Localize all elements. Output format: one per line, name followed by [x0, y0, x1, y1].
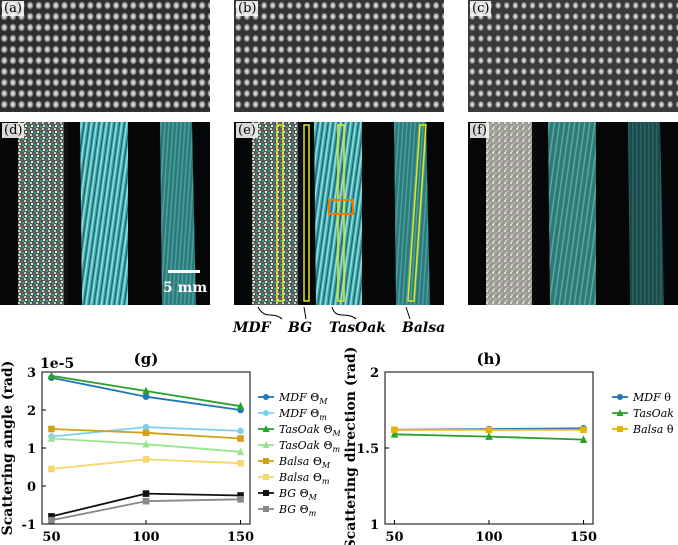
data-point	[391, 426, 398, 434]
legend-entry: MDF θ	[632, 391, 671, 404]
roi-bg	[303, 124, 310, 302]
data-point	[390, 430, 399, 438]
data-point	[48, 516, 55, 524]
legend-entry: BG Θm	[278, 503, 317, 518]
data-point	[237, 427, 244, 435]
legend-marker	[263, 474, 269, 480]
label-tasoak: TasOak	[329, 320, 386, 336]
data-point	[580, 426, 587, 434]
data-point	[142, 393, 150, 400]
y-tick-label: 2	[27, 404, 36, 419]
label-mdf: MDF	[233, 320, 271, 336]
data-point	[48, 513, 55, 520]
panel-e-image: (e)	[234, 122, 444, 305]
x-tick-label: 100	[132, 530, 159, 545]
data-point	[48, 465, 55, 473]
scalebar-line	[168, 270, 200, 273]
legend-entry: TasOak ΘM	[279, 423, 340, 438]
plot-frame	[384, 371, 594, 525]
roi-zoom-box	[328, 199, 354, 215]
legend-marker	[263, 506, 269, 512]
exponent-label: 1e-5	[40, 356, 74, 372]
y-tick-label: 1	[27, 442, 36, 457]
panel-c-label: (c)	[470, 1, 492, 16]
x-tick-label: 100	[475, 530, 502, 545]
panel-c-image: (c)	[468, 0, 678, 112]
label-bg: BG	[288, 320, 313, 336]
panel-f-label: (f)	[470, 123, 489, 138]
y-tick-label: 2	[370, 366, 379, 381]
data-point	[237, 496, 244, 503]
y-tick-label: 0	[27, 480, 36, 495]
panel-d-image: 5 mm (d)	[0, 122, 210, 305]
data-point	[142, 490, 150, 497]
legend-entry: Balsa ΘM	[278, 455, 331, 470]
x-tick-label: 150	[570, 530, 597, 545]
legend-marker	[263, 490, 269, 496]
legend-entry: TasOak Θm	[279, 439, 340, 454]
legend-marker	[616, 409, 624, 416]
roi-balsa	[407, 124, 427, 302]
y-axis-label: Scattering direction (rad)	[343, 347, 359, 545]
data-point	[48, 425, 55, 433]
legend-entry: TasOak θ	[633, 407, 678, 420]
scalebar-label: 5 mm	[163, 280, 208, 296]
label-balsa: Balsa	[402, 320, 446, 336]
panel-e-label: (e)	[236, 123, 258, 138]
panel-f-image: (f)	[468, 122, 678, 305]
series-line	[51, 492, 241, 518]
data-point	[237, 492, 244, 499]
data-point	[237, 459, 244, 467]
data-point	[485, 426, 493, 434]
legend-entry: Balsa Θm	[278, 471, 330, 486]
data-point	[47, 434, 56, 442]
data-point	[47, 371, 56, 380]
legend-marker	[263, 410, 269, 416]
legend-entry: MDF Θm	[278, 407, 327, 422]
data-point	[485, 432, 493, 440]
data-point	[142, 423, 150, 431]
data-point	[142, 429, 150, 437]
legend-marker	[262, 425, 270, 432]
legend-marker	[263, 458, 269, 464]
roi-mdf	[276, 124, 284, 302]
y-axis-label: Scattering angle (rad)	[0, 361, 16, 536]
panel-a-image: (a)	[0, 0, 210, 112]
legend-entry: MDF ΘM	[278, 391, 328, 406]
label-braces	[257, 306, 411, 320]
panel-a-label: (a)	[2, 1, 24, 16]
data-point	[236, 447, 245, 456]
data-point	[579, 435, 588, 443]
data-point	[142, 386, 150, 395]
y-tick-label: 1.5	[356, 442, 379, 457]
y-tick-label: 1	[370, 518, 379, 533]
y-tick-label: 3	[27, 366, 36, 381]
panel-b-image: (b)	[234, 0, 444, 112]
x-tick-label: 50	[42, 530, 60, 545]
chart-title: (h)	[476, 350, 501, 368]
data-point	[236, 401, 245, 410]
y-tick-label: -1	[22, 518, 36, 533]
x-tick-label: 50	[385, 530, 403, 545]
data-point	[142, 439, 150, 448]
legend-entry: Balsa θ	[632, 423, 674, 436]
legend-entry: BG ΘM	[278, 487, 318, 502]
data-point	[142, 456, 150, 463]
x-tick-label: 150	[227, 530, 254, 545]
panel-d-label: (d)	[2, 123, 25, 138]
legend-marker	[262, 441, 270, 448]
data-point	[237, 435, 244, 442]
data-point	[142, 497, 150, 505]
panel-b-label: (b)	[236, 1, 259, 16]
legend-marker	[263, 394, 269, 400]
legend-marker	[617, 394, 623, 400]
chart-title: (g)	[134, 350, 159, 368]
legend-marker	[617, 426, 623, 432]
